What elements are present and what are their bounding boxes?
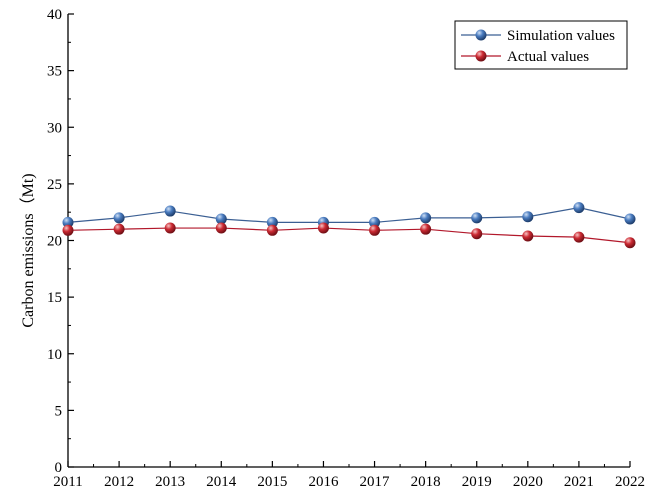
data-point	[420, 212, 432, 224]
x-tick-label: 2015	[257, 474, 287, 488]
data-point	[113, 212, 125, 224]
data-point	[266, 224, 278, 236]
y-tick-label: 40	[47, 7, 62, 23]
y-tick-label: 0	[55, 460, 63, 476]
legend-item: Simulation values	[461, 28, 615, 44]
data-point	[62, 224, 74, 236]
x-tick-label: 2017	[360, 474, 391, 488]
legend-label: Simulation values	[507, 28, 615, 44]
x-tick-label: 2020	[513, 474, 543, 488]
legend-marker	[475, 29, 487, 41]
x-tick-label: 2012	[104, 474, 134, 488]
y-tick-label: 35	[47, 64, 62, 80]
y-tick-label: 5	[55, 403, 63, 419]
data-point	[624, 237, 636, 249]
series-line	[67, 207, 631, 223]
legend-label: Actual values	[507, 49, 589, 65]
data-point	[573, 231, 585, 243]
data-point	[573, 202, 585, 214]
data-point	[113, 223, 125, 235]
data-point	[164, 205, 176, 217]
x-tick-label: 2016	[308, 474, 339, 488]
data-point	[522, 211, 534, 223]
y-tick-label: 20	[47, 234, 62, 250]
x-tick-label: 2019	[462, 474, 492, 488]
data-point	[369, 224, 381, 236]
x-tick-label: 2013	[155, 474, 185, 488]
legend-item: Actual values	[461, 49, 589, 65]
data-point	[62, 216, 74, 228]
x-tick-label: 2011	[53, 474, 82, 488]
data-point	[164, 222, 176, 234]
data-point	[215, 222, 227, 234]
y-tick-label: 30	[47, 120, 62, 136]
data-point	[215, 213, 227, 225]
series-layer	[62, 202, 636, 249]
y-axis-title: Carbon emissions（Mt)	[19, 173, 37, 327]
x-tick-label: 2018	[411, 474, 441, 488]
data-point	[624, 213, 636, 225]
y-tick-label: 10	[47, 347, 62, 363]
data-point	[471, 212, 483, 224]
data-point	[369, 216, 381, 228]
data-point	[471, 228, 483, 240]
legend-box	[454, 20, 628, 70]
data-point	[266, 216, 278, 228]
x-tick-label: 2021	[564, 474, 594, 488]
data-point	[420, 223, 432, 235]
y-tick-label: 25	[47, 177, 62, 193]
y-tick-label: 15	[47, 290, 62, 306]
data-point	[317, 222, 329, 234]
axes: 0 5 10 15 20 25 30 35 40 2011 2012 2013 2014 2015 2016…	[47, 7, 645, 488]
legend: Simulation values Actual values	[454, 20, 628, 70]
legend-marker	[475, 50, 487, 62]
series-actual	[62, 222, 636, 249]
x-tick-label: 2022	[615, 474, 645, 488]
data-point	[522, 230, 534, 242]
series-simulation	[62, 202, 636, 228]
x-tick-label: 2014	[206, 474, 237, 488]
series-line	[67, 227, 631, 244]
